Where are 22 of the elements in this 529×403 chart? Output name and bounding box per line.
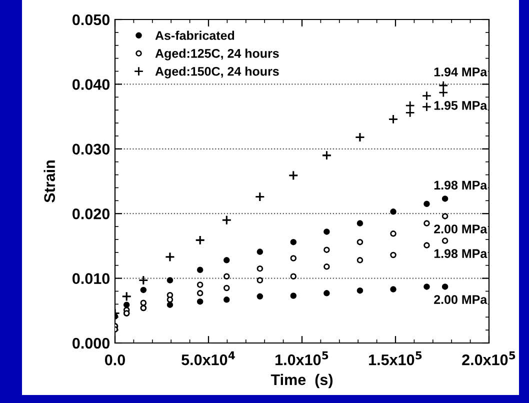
annotation: 1.98 MPa [434, 180, 488, 190]
x-tick-label: 5.0x10$^{4}$ [182, 351, 235, 366]
x-tick-label: 0.0 [104, 354, 125, 366]
x-axis-title: Time (s) [270, 374, 333, 388]
legend-label: Aged:125C, 24 hours [155, 48, 279, 60]
annotation: 2.00 MPa [434, 224, 488, 234]
y-axis-title: Strain [44, 160, 55, 202]
x-tick-label: 1.0x10$^{5}$ [276, 351, 328, 366]
annotation: 2.00 MPa [434, 295, 488, 304]
legend-label: As-fabricated [155, 30, 234, 40]
y-tick-label: 0.030 [72, 144, 110, 155]
annotation: 1.95 MPa [434, 101, 488, 110]
x-tick-label: 1.5x10$^{5}$ [369, 351, 422, 366]
annotation: 1.94 MPa [434, 68, 488, 76]
y-tick-label: 0.050 [72, 14, 110, 26]
x-tick-label: 2.0x10$^{5}$ [462, 351, 516, 366]
y-tick-label: 0.000 [72, 338, 110, 349]
y-tick-label: 0.020 [72, 208, 110, 220]
y-tick-label: 0.010 [72, 273, 110, 284]
annotation: 1.98 MPa [434, 249, 488, 258]
y-tick-label: 0.040 [72, 79, 110, 90]
legend-label: Aged:150C, 24 hours [155, 66, 279, 78]
